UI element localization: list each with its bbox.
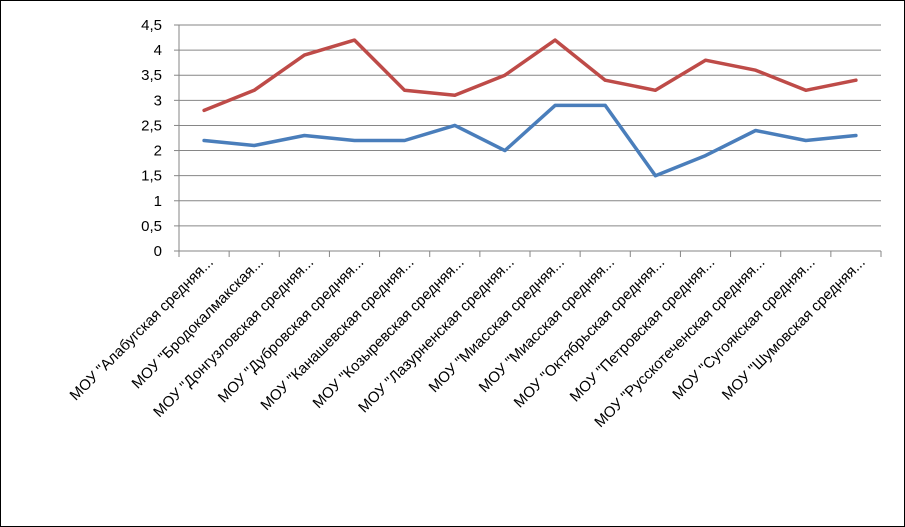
y-tick-label: 1,5 — [141, 168, 162, 185]
series-line-1 — [202, 103, 858, 178]
series-2-point — [353, 38, 356, 42]
series-layer — [202, 38, 858, 178]
grid-layer — [179, 24, 881, 227]
series-1-point — [202, 139, 206, 143]
series-2-point — [854, 78, 858, 82]
y-tick-label: 2,5 — [141, 117, 162, 134]
series-1-point — [854, 133, 858, 137]
y-tick-labels: 0 0,5 1 1,5 2 2,5 3 3,5 4 4,5 — [141, 17, 162, 260]
series-2-point — [704, 58, 707, 62]
series-1-point — [653, 174, 657, 178]
series-1-point — [503, 149, 507, 153]
y-tick-label: 4 — [154, 42, 162, 59]
series-1-point — [252, 144, 256, 148]
y-tick-label: 4,5 — [141, 17, 162, 34]
series-1-point — [453, 123, 457, 127]
series-1-point — [603, 103, 607, 107]
series-line-2 — [202, 38, 858, 113]
series-2-point — [804, 88, 808, 92]
series-2-point — [202, 108, 206, 112]
series-1-point — [704, 154, 707, 158]
y-tick-label: 2 — [154, 143, 162, 160]
series-2-point — [553, 38, 557, 42]
series-2-point — [653, 88, 657, 92]
series-1-point — [403, 139, 407, 143]
series-2-point — [252, 88, 256, 92]
series-1-point — [302, 133, 306, 137]
series-1-point — [553, 103, 557, 107]
series-2-point — [503, 73, 507, 77]
y-tick-label: 3 — [154, 92, 162, 109]
series-1-point — [804, 139, 808, 143]
series-1-point — [353, 139, 356, 143]
axis-layer — [174, 24, 882, 257]
series-2-point — [603, 78, 607, 82]
y-tick-label: 0,5 — [141, 218, 162, 235]
x-category-labels: МОУ "Алабугская средняя...МОУ "Бродокалм… — [67, 254, 869, 431]
y-tick-label: 1 — [154, 193, 162, 210]
y-tick-label: 3,5 — [141, 67, 162, 84]
y-tick-label: 0 — [154, 243, 162, 260]
series-2-point — [754, 68, 758, 72]
series-2-point — [302, 53, 306, 57]
series-1-point — [754, 128, 758, 132]
series-2-point — [403, 88, 407, 92]
series-2-point — [453, 93, 457, 97]
